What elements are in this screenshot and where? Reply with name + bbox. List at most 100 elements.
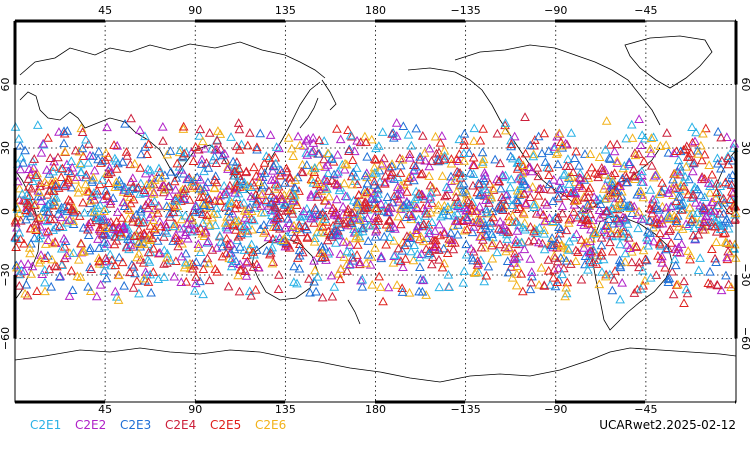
ro-observation-triangle <box>487 229 497 238</box>
ro-observation-triangle <box>654 189 665 198</box>
top-lon-tick-label: −135 <box>451 4 481 17</box>
ro-observation-triangle <box>615 239 625 249</box>
ro-observation-triangle <box>626 257 637 267</box>
ro-observation-triangle <box>188 156 199 165</box>
ro-observation-triangle <box>602 229 612 239</box>
ro-observation-triangle <box>555 252 566 262</box>
ro-observation-triangle <box>332 124 342 133</box>
ro-observation-triangle <box>575 168 586 178</box>
ro-observation-triangle <box>250 284 261 294</box>
ro-observation-triangle <box>714 220 725 230</box>
ro-observation-triangle <box>435 230 446 240</box>
ro-observation-triangle <box>607 285 618 295</box>
ro-observation-triangle <box>369 162 380 172</box>
ro-observation-triangle <box>73 183 84 192</box>
ro-observation-triangle <box>199 200 209 210</box>
legend-entry-c2e5: C2E5 <box>210 418 241 432</box>
ro-observation-triangle <box>59 138 69 148</box>
ro-observation-triangle <box>599 184 609 193</box>
ro-observation-triangle <box>366 134 377 144</box>
ro-observation-triangle <box>239 197 249 207</box>
ro-observation-triangle <box>389 174 399 183</box>
ro-observation-triangle <box>317 221 328 231</box>
ro-observation-triangle <box>266 175 277 184</box>
ro-observation-triangle <box>267 165 278 175</box>
ro-observation-triangle <box>437 171 448 180</box>
ro-observation-triangle <box>439 206 449 215</box>
ro-observation-triangle <box>294 250 305 260</box>
ro-observation-triangle <box>129 231 140 240</box>
ro-observation-triangle <box>546 184 557 194</box>
ro-observation-triangle <box>315 210 326 219</box>
ro-observation-triangle <box>645 185 656 194</box>
ro-observation-triangle <box>161 228 172 237</box>
ro-observation-triangle <box>601 193 611 203</box>
ro-observation-triangle <box>320 214 330 223</box>
ro-observation-triangle <box>703 178 714 187</box>
ro-observation-triangle <box>39 265 50 274</box>
ro-observation-triangle <box>155 221 166 231</box>
ro-observation-triangle <box>204 275 215 285</box>
ro-observation-triangle <box>36 147 47 157</box>
ro-observation-triangle <box>102 189 112 199</box>
ro-observation-triangle <box>361 137 371 146</box>
ro-observation-triangle <box>315 222 326 232</box>
ro-observation-triangle <box>230 166 240 176</box>
ro-observation-triangle <box>661 230 671 240</box>
ro-observation-triangle <box>86 207 96 217</box>
ro-observation-triangle <box>251 245 262 254</box>
ro-observation-triangle <box>20 145 30 155</box>
ro-observation-triangle <box>723 153 733 163</box>
ro-observation-triangle <box>504 243 514 253</box>
ro-observation-triangle <box>548 272 559 282</box>
ro-observation-triangle <box>534 223 545 232</box>
ro-observation-triangle <box>595 199 606 208</box>
ro-observation-triangle <box>525 162 535 172</box>
ro-observation-triangle <box>48 197 59 206</box>
ro-observation-triangle <box>570 195 581 205</box>
ro-observation-triangle <box>56 164 66 173</box>
ro-observation-triangle <box>705 266 715 276</box>
ro-observation-triangle <box>478 124 489 133</box>
ro-observation-triangle <box>583 218 594 228</box>
ro-observation-triangle <box>570 188 581 198</box>
ro-observation-triangle <box>439 145 450 155</box>
ro-observation-triangle <box>713 200 724 209</box>
ro-observation-triangle <box>586 246 596 255</box>
ro-observation-triangle <box>316 253 327 262</box>
ro-observation-triangle <box>60 146 70 156</box>
ro-observation-triangle <box>711 178 722 188</box>
ro-observation-triangle <box>516 181 527 190</box>
ro-observation-triangle <box>415 151 425 161</box>
ro-observation-triangle <box>21 279 32 289</box>
ro-observation-triangle <box>387 161 397 171</box>
ro-observation-triangle <box>298 206 309 216</box>
ro-observation-triangle <box>512 226 523 235</box>
ro-observation-triangle <box>677 224 688 233</box>
ro-observation-triangle <box>215 196 225 205</box>
ro-observation-triangle <box>180 210 191 220</box>
ro-observation-triangle <box>481 207 492 217</box>
ro-observation-triangle <box>212 266 223 276</box>
ro-observation-triangle <box>273 284 284 294</box>
ro-observation-triangle <box>585 149 596 159</box>
ro-observation-triangle <box>693 265 704 275</box>
ro-observation-triangle <box>661 140 671 149</box>
ro-observation-triangle <box>369 176 380 186</box>
ro-observation-triangle <box>249 162 259 172</box>
ro-observation-triangle <box>607 175 618 185</box>
ro-observation-triangle <box>663 188 674 197</box>
coast-new-zealand <box>347 299 361 325</box>
ro-observation-triangle <box>427 198 437 207</box>
ro-observation-triangle <box>467 206 478 215</box>
ro-observation-triangle <box>308 132 318 142</box>
ro-observation-triangle <box>401 212 411 221</box>
ro-observation-triangle <box>254 177 265 187</box>
ro-observation-triangle <box>292 278 302 288</box>
ro-observation-triangle <box>280 178 290 187</box>
ro-observation-triangle <box>283 205 293 215</box>
ro-observation-triangle <box>95 179 105 189</box>
ro-observation-triangle <box>393 211 404 221</box>
ro-observation-triangle <box>370 243 380 252</box>
ro-observation-triangle <box>466 243 476 253</box>
